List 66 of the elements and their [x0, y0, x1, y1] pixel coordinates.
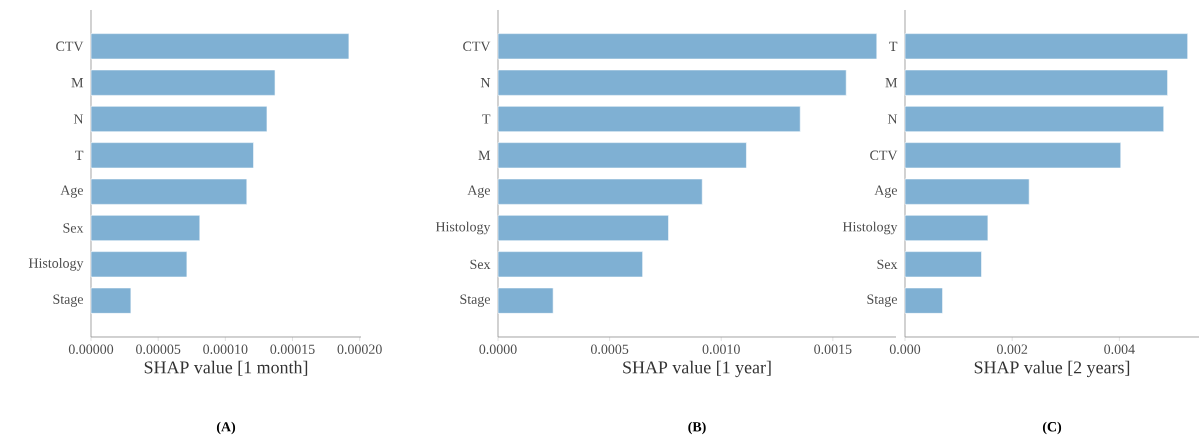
- bar: [90, 142, 254, 169]
- y-tick-label: M: [885, 78, 898, 88]
- y-tick-label: CTV: [463, 41, 491, 52]
- y-tick-label: T: [889, 41, 898, 51]
- x-tick-label: 0.00020: [337, 344, 382, 354]
- y-tick-label: CTV: [870, 150, 898, 161]
- bar: [904, 178, 1030, 205]
- bar: [497, 33, 878, 60]
- y-tick-label: T: [482, 114, 491, 124]
- bar: [904, 251, 982, 278]
- y-tick-label: Sex: [63, 223, 84, 233]
- bar: [497, 251, 643, 278]
- y-tick-label: Age: [60, 185, 83, 198]
- bar: [90, 105, 268, 133]
- x-tick-label: 0.00005: [136, 344, 181, 354]
- bar: [90, 287, 132, 314]
- y-tick-label: Sex: [470, 259, 491, 270]
- x-tick-label: 0.00010: [203, 344, 248, 354]
- bar: [904, 214, 989, 242]
- bar: [904, 105, 1165, 133]
- y-tick-label: Histology: [435, 221, 491, 235]
- bar: [497, 142, 747, 169]
- y-tick-label: Age: [874, 185, 897, 198]
- bar: [497, 178, 703, 205]
- bar: [904, 33, 1188, 60]
- y-tick-label: T: [75, 150, 84, 160]
- bar: [90, 178, 248, 205]
- bar: [497, 287, 554, 314]
- y-tick-label: Stage: [53, 294, 84, 307]
- x-tick-label: 0.0005: [590, 344, 629, 354]
- y-tick-label: M: [71, 78, 84, 88]
- x-tick-label: 0.002: [997, 344, 1028, 354]
- y-tick-label: M: [478, 150, 491, 160]
- bar: [904, 69, 1168, 96]
- y-tick-label: Age: [467, 185, 490, 198]
- text: (A): [216, 421, 236, 435]
- y-tick-label: Histology: [28, 257, 84, 271]
- text: (C): [1042, 421, 1062, 435]
- bar: [497, 105, 801, 133]
- x-tick-label: 0.004: [1104, 344, 1135, 354]
- bar: [90, 33, 350, 60]
- x-axis-title: SHAP value [1 year]: [623, 360, 771, 378]
- bar: [904, 142, 1122, 169]
- bar: [497, 69, 847, 96]
- y-tick-label: CTV: [56, 41, 84, 52]
- x-tick-label: 0.0010: [702, 344, 740, 354]
- x-tick-label: 0.00000: [68, 344, 114, 354]
- bar: [90, 214, 201, 242]
- x-axis-title: SHAP value [2 years]: [974, 360, 1130, 378]
- y-tick-label: Stage: [867, 294, 898, 307]
- bar: [90, 69, 276, 96]
- x-tick-label: 0.000: [889, 344, 921, 354]
- y-tick-label: N: [887, 114, 898, 124]
- x-tick-label: 0.0015: [814, 344, 852, 354]
- y-tick-label: Sex: [877, 259, 898, 270]
- y-tick-label: Stage: [460, 294, 491, 307]
- x-tick-label: 0.00015: [270, 344, 315, 354]
- text: (B): [688, 421, 706, 435]
- bar: [90, 251, 188, 278]
- bar: [497, 214, 669, 242]
- x-tick-label: 0.0000: [479, 344, 517, 354]
- bar: [904, 287, 943, 314]
- y-tick-label: N: [480, 78, 491, 88]
- x-axis-title: SHAP value [1 month]: [144, 360, 308, 376]
- y-tick-label: N: [73, 114, 84, 124]
- y-tick-label: Histology: [842, 221, 898, 235]
